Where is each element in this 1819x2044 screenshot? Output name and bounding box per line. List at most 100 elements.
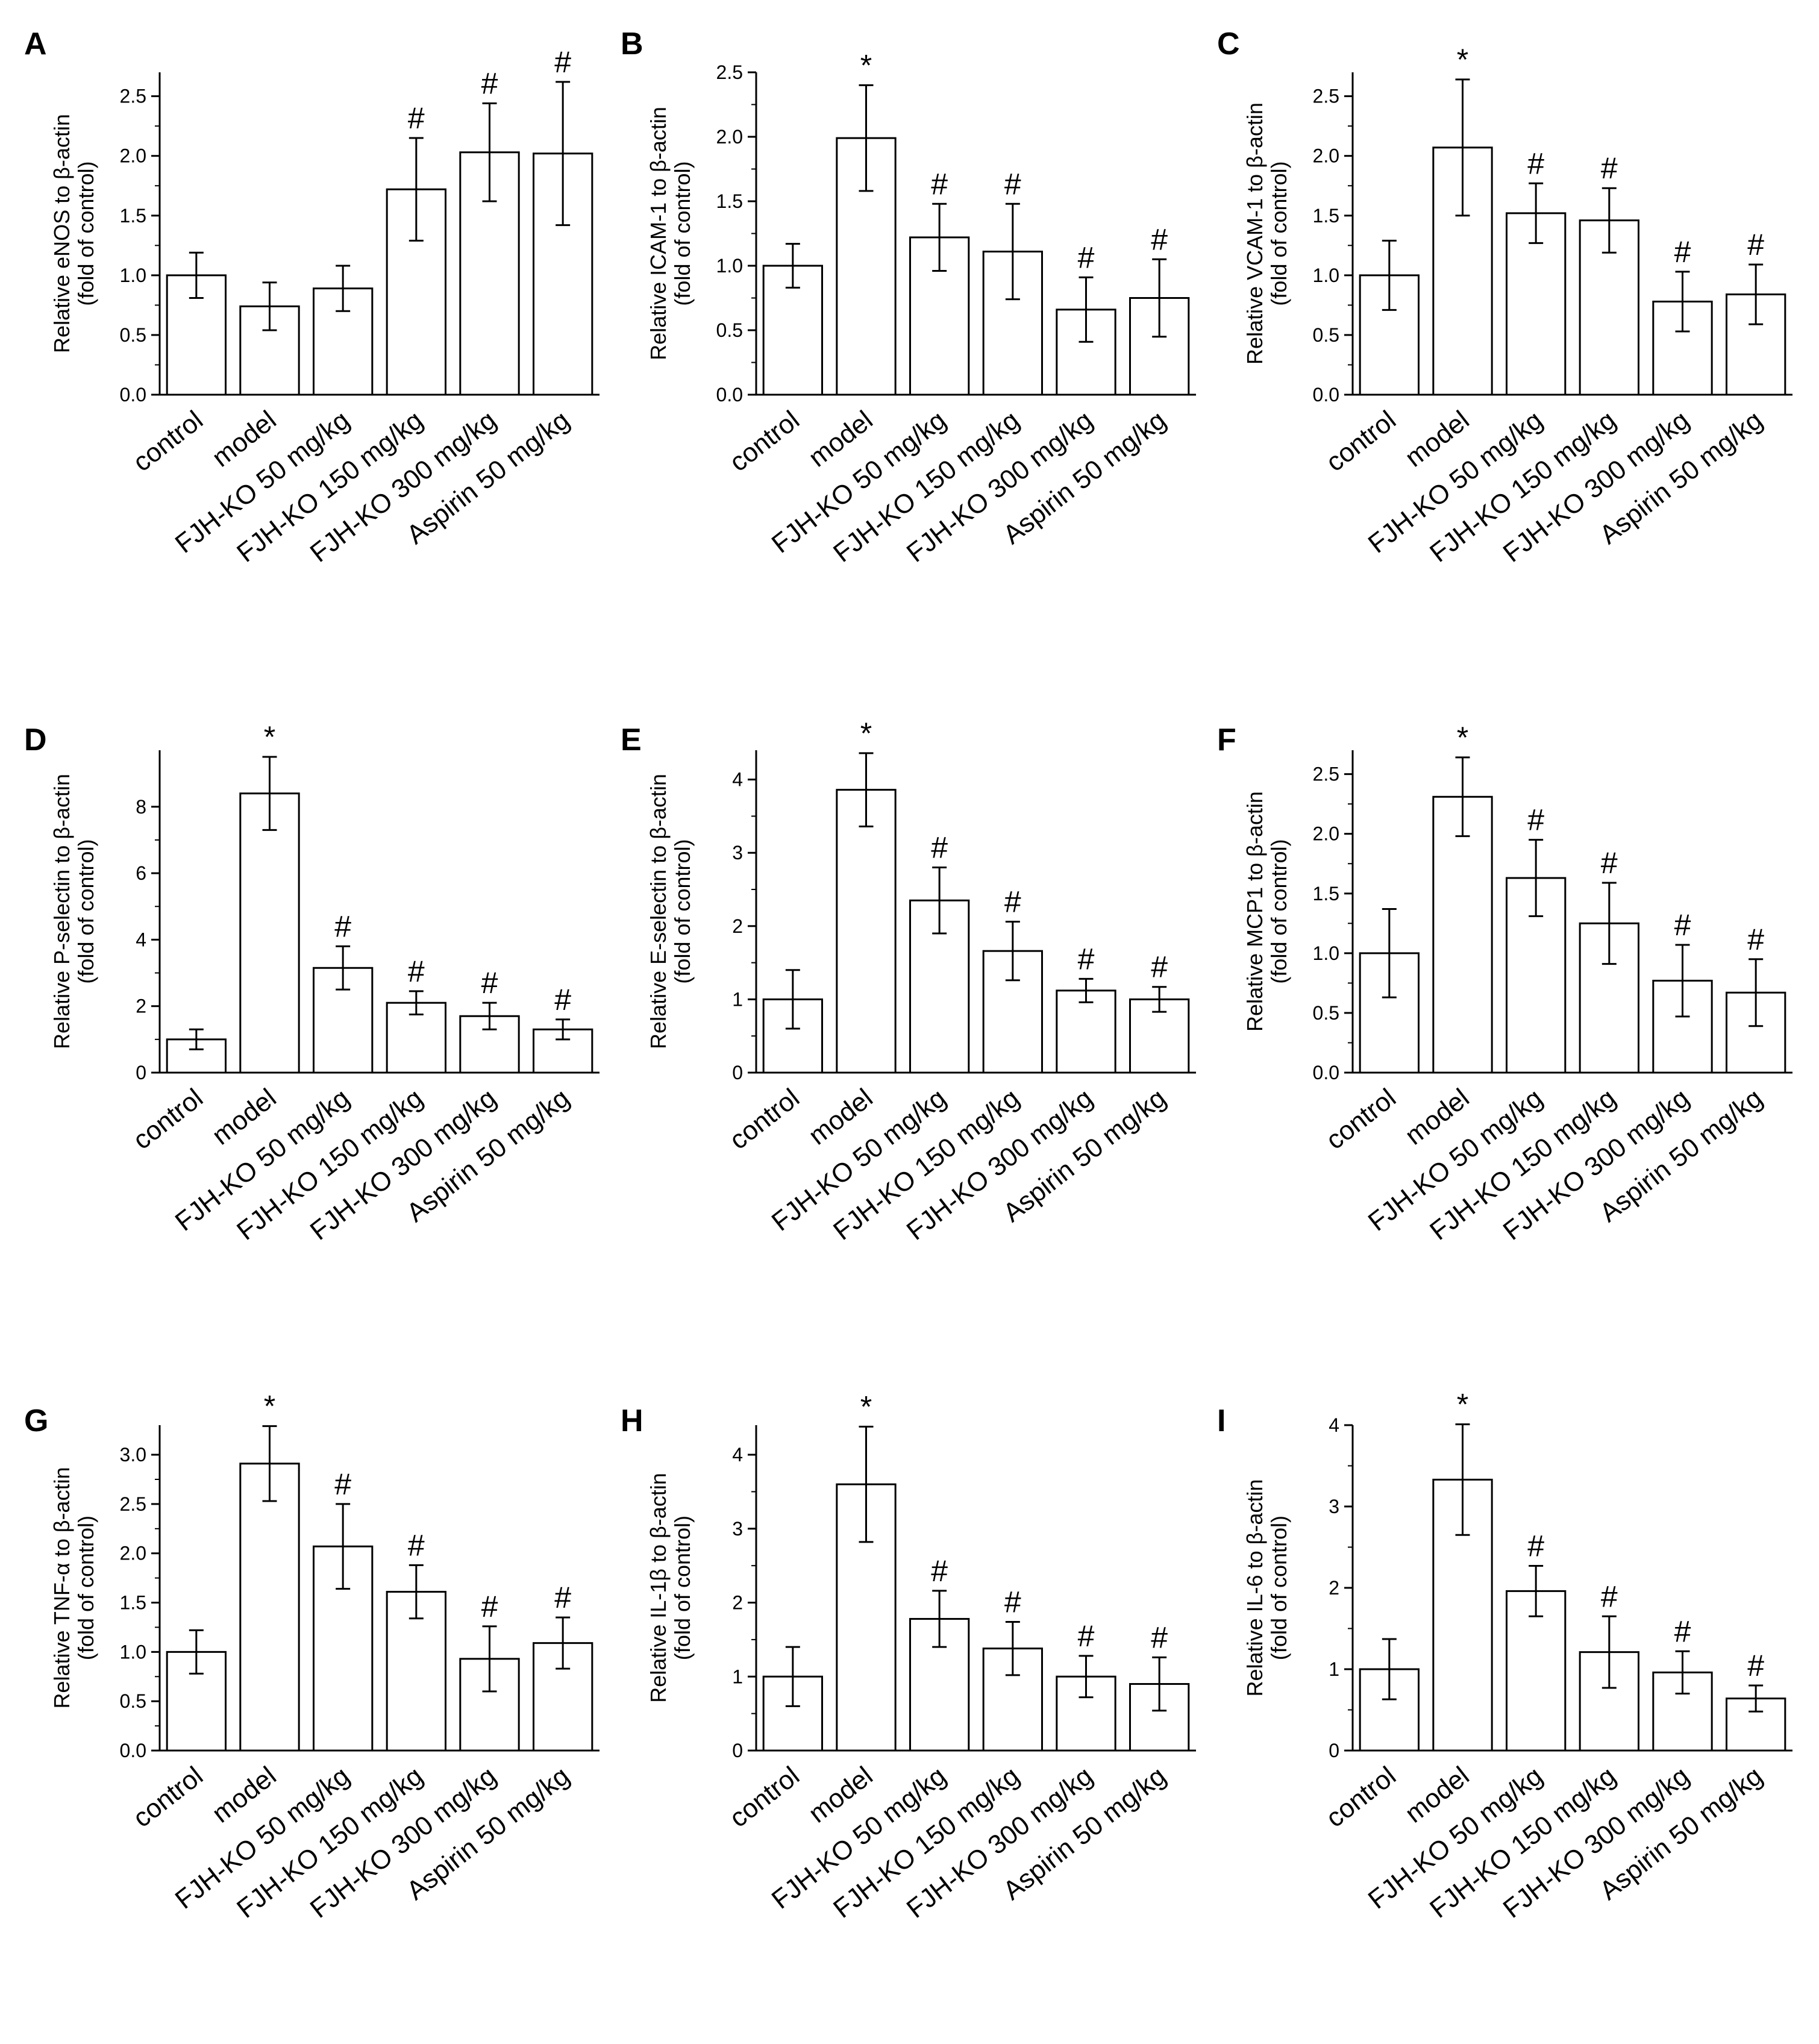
y-tick-label-a: 0.5 [120, 324, 146, 346]
category-label-c: control [1321, 405, 1401, 477]
panel-letter-b: B [621, 27, 643, 61]
y-tick-label-a: 0.0 [120, 384, 146, 406]
y-axis-label-sub-f: (fold of control) [1266, 839, 1291, 983]
significance-marker-d: # [481, 966, 498, 1000]
panel-letter-f: F [1217, 723, 1236, 757]
significance-marker-c: # [1527, 146, 1544, 180]
y-tick-label-f: 0.0 [1313, 1062, 1339, 1083]
panel-f: F 0.0 0.5 1.0 1.5 2.0 2.5 Relative MCP1 to β-ac… [1217, 721, 1792, 1246]
y-tick-label-a: 1.5 [120, 205, 146, 227]
significance-marker-a: # [554, 45, 571, 79]
y-tick-label-h: 2 [732, 1592, 743, 1614]
significance-marker-h: # [1004, 1585, 1021, 1619]
y-tick-label-e: 0 [732, 1062, 743, 1083]
y-tick-label-b: 2.0 [716, 126, 743, 148]
y-tick-label-a: 2.5 [120, 86, 146, 107]
y-axis-label-sub-h: (fold of control) [670, 1516, 695, 1660]
y-tick-label-c: 2.5 [1313, 86, 1339, 107]
y-axis-label-c: Relative VCAM-1 to β-actin [1242, 102, 1267, 365]
category-label-i: control [1321, 1761, 1401, 1833]
y-tick-label-d: 8 [136, 796, 146, 818]
bar-d [239, 792, 300, 1074]
panel-letter-a: A [24, 27, 47, 61]
significance-marker-c: # [1674, 235, 1691, 269]
y-axis-label-b: Relative ICAM-1 to β-actin [646, 107, 671, 360]
y-tick-label-b: 0.5 [716, 319, 743, 341]
significance-marker-i: # [1527, 1529, 1544, 1563]
significance-marker-f: # [1601, 846, 1618, 880]
y-tick-label-f: 2.0 [1313, 823, 1339, 845]
y-tick-label-h: 3 [732, 1518, 743, 1540]
panel-g: G 0.0 0.5 1.0 1.5 2.0 2.5 3.0 Relative TNF-α to … [24, 1390, 600, 1924]
y-tick-label-h: 4 [732, 1444, 743, 1466]
significance-marker-e: # [1151, 950, 1168, 984]
panel-a: A 0.0 0.5 1.0 1.5 2.0 2.5 Relative eNOS to β-ac… [24, 27, 600, 568]
y-tick-label-c: 0.5 [1313, 324, 1339, 346]
significance-marker-g: # [481, 1590, 498, 1623]
panel-i: I 0 1 2 3 4 Relative IL-6 to β-actin (fold of c… [1217, 1388, 1792, 1924]
y-tick-label-f: 1.5 [1313, 883, 1339, 904]
y-tick-label-i: 1 [1329, 1658, 1339, 1680]
y-tick-label-a: 1.0 [120, 265, 146, 286]
y-axis-label-sub-d: (fold of control) [74, 839, 98, 983]
significance-marker-a: # [481, 67, 498, 101]
y-axis-label-sub-e: (fold of control) [670, 839, 695, 983]
y-axis-label-a: Relative eNOS to β-actin [49, 114, 74, 353]
y-tick-label-e: 3 [732, 842, 743, 864]
panel-letter-d: D [24, 723, 47, 757]
y-tick-label-f: 2.5 [1313, 763, 1339, 785]
panel-letter-c: C [1217, 27, 1240, 61]
significance-marker-b: # [1004, 167, 1021, 201]
y-tick-label-b: 0.0 [716, 384, 743, 406]
significance-marker-b: * [860, 48, 872, 82]
significance-marker-d: # [554, 983, 571, 1017]
y-tick-label-d: 4 [136, 929, 146, 950]
y-axis-label-sub-c: (fold of control) [1266, 161, 1291, 306]
significance-marker-g: # [408, 1528, 425, 1562]
y-tick-label-b: 2.5 [716, 61, 743, 83]
significance-marker-b: # [931, 167, 948, 201]
significance-marker-h: # [931, 1554, 948, 1588]
significance-marker-b: # [1078, 240, 1095, 274]
y-tick-label-g: 0.5 [120, 1690, 146, 1712]
y-tick-label-i: 2 [1329, 1577, 1339, 1599]
y-tick-label-c: 2.0 [1313, 145, 1339, 167]
panel-e: E 0 1 2 3 4 Relative E-selectin to β-actin (fol… [621, 716, 1196, 1246]
panel-b: B 0.0 0.5 1.0 1.5 2.0 2.5 Relative ICAM-1 to β-… [621, 27, 1196, 568]
significance-marker-i: * [1457, 1388, 1468, 1422]
category-label-f: control [1321, 1083, 1401, 1155]
significance-marker-a: # [408, 101, 425, 135]
significance-marker-f: # [1527, 803, 1544, 837]
significance-marker-h: * [860, 1390, 872, 1423]
significance-marker-f: # [1747, 923, 1764, 956]
y-tick-label-f: 1.0 [1313, 942, 1339, 964]
category-label-b: control [724, 405, 805, 477]
y-tick-label-i: 3 [1329, 1496, 1339, 1517]
significance-marker-c: * [1457, 43, 1468, 77]
y-axis-label-sub-i: (fold of control) [1266, 1516, 1291, 1660]
y-tick-label-f: 0.5 [1313, 1002, 1339, 1024]
bar-f [1432, 795, 1493, 1074]
panel-letter-h: H [621, 1403, 643, 1438]
y-tick-label-e: 2 [732, 915, 743, 937]
bar-i [1506, 1590, 1567, 1752]
significance-marker-g: # [554, 1581, 571, 1614]
significance-marker-e: # [1004, 885, 1021, 919]
significance-marker-f: * [1457, 721, 1468, 754]
y-tick-label-h: 1 [732, 1666, 743, 1687]
significance-marker-f: # [1674, 908, 1691, 942]
y-tick-label-b: 1.0 [716, 255, 743, 277]
significance-marker-h: # [1078, 1619, 1095, 1653]
y-tick-label-g: 2.5 [120, 1493, 146, 1515]
y-tick-label-b: 1.5 [716, 190, 743, 212]
y-tick-label-g: 3.0 [120, 1444, 146, 1466]
y-tick-label-e: 4 [732, 769, 743, 791]
significance-marker-c: # [1747, 228, 1764, 262]
y-axis-label-sub-a: (fold of control) [74, 161, 98, 306]
panel-letter-g: G [24, 1403, 48, 1438]
significance-marker-i: # [1674, 1614, 1691, 1648]
y-tick-label-g: 2.0 [120, 1543, 146, 1564]
y-tick-label-h: 0 [732, 1740, 743, 1761]
panel-letter-e: E [621, 723, 642, 757]
